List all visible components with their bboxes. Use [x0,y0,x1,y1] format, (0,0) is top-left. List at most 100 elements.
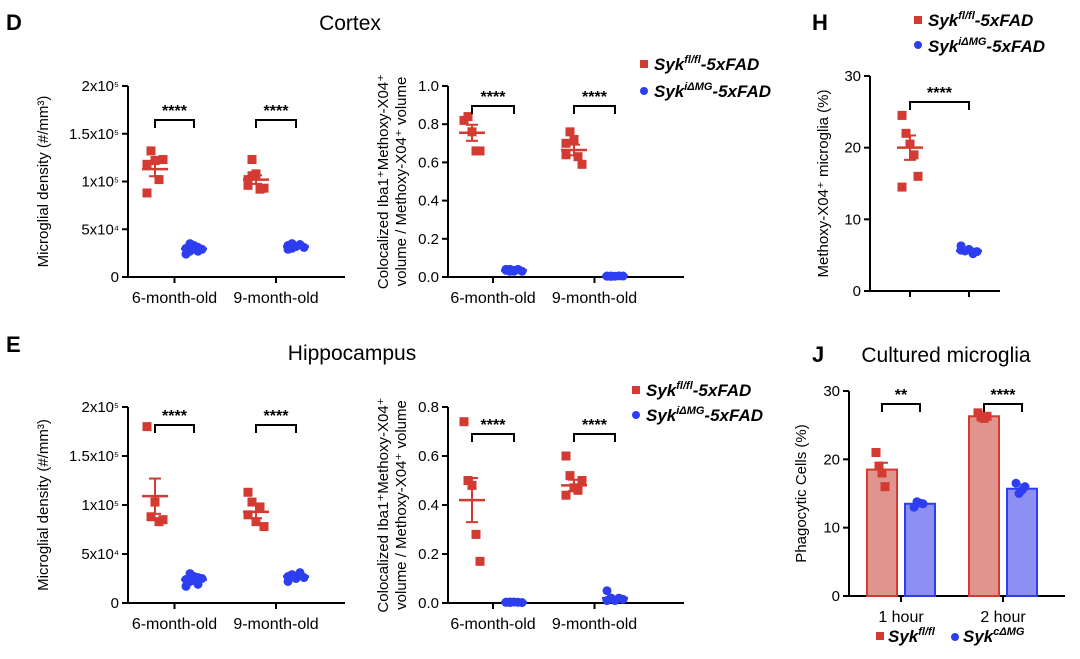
legend-d-red-square [640,60,648,68]
significance-bracket [255,424,297,433]
y-tick-label: 0.0 [418,269,439,286]
y-tick-label: 1.5x10⁵ [69,126,119,143]
series-fl [459,417,587,566]
data-point [880,482,890,492]
legend-d-blue-circle [640,87,648,95]
legend-d-img-label: SykiΔMG-5xFAD [654,81,771,101]
series-mg [956,241,982,259]
legend-d-fl-label: Sykfl/fl-5xFAD [654,54,759,74]
y-tick-label: 2x10⁵ [81,399,119,416]
data-point [475,146,485,156]
data-point [181,249,191,259]
x-tick-label: 1 hour [878,609,924,626]
data-point [243,180,253,190]
legend-e-red-square [632,386,640,394]
y-tick-label: 0 [832,588,840,605]
chart-j: 0 10 20 30 Phagocytic Cells (%) 1 hour 2 hour *… [793,383,1065,626]
legend-h-fl-label: Sykfl/fl-5xFAD [928,10,1033,30]
bar [904,502,936,597]
series-mg [904,478,1038,598]
legend-h-red-square [914,16,922,24]
panel-letter-h: H [812,10,828,35]
chart-d1: 0 5x10⁴ 1x10⁵ 1.5x10⁵ 2x10⁵ Microglial densit… [35,78,345,307]
cultured-microglia-title: Cultured microglia [861,344,1031,367]
significance-label: **** [264,103,290,120]
data-point [255,502,265,512]
y-tick-label: 1x10⁵ [81,174,119,191]
legend-d: Sykfl/fl-5xFAD SykiΔMG-5xFAD [640,54,771,101]
data-point [146,512,156,522]
data-point [565,127,575,137]
significance-label: **** [582,417,608,434]
data-point [243,487,253,497]
series-fl [459,112,587,169]
y-axis-label: Phagocytic Cells (%) [793,424,810,562]
legend-h-img-label: SykiΔMG-5xFAD [928,36,1045,56]
series-fl [866,408,1000,598]
chart-e1: 0 5x10⁴ 1x10⁵ 1.5x10⁵ 2x10⁵ Microglial densit… [35,399,345,633]
panel-letter-d: D [6,10,22,35]
significance-bracket [909,101,970,110]
x-tick-label: 9-month-old [552,616,637,633]
panel-letter-j: J [812,342,824,367]
hippocampus-title: Hippocampus [288,342,416,365]
data-point [247,155,257,165]
data-point [1011,478,1021,488]
significance-bracket [471,105,515,114]
significance-label: **** [927,85,953,102]
y-tick-label: 0.4 [418,497,439,514]
y-axis-label-line2: volume / Methoxy-X04⁺ volume [393,400,410,610]
series-fl [142,146,269,198]
data-point [259,522,269,532]
data-point [897,110,907,120]
x-tick-label: 9-month-old [233,290,318,307]
legend-h: Sykfl/fl-5xFAD SykiΔMG-5xFAD [914,10,1045,56]
significance-label: **** [481,417,507,434]
data-point [185,569,195,579]
data-point [982,411,992,421]
data-point [877,468,887,478]
data-point [561,490,571,500]
data-point [602,586,612,596]
y-tick-label: 0 [111,269,119,286]
y-axis-label-line1: Colocalized Iba1⁺Methoxy-X04⁺ [375,74,392,289]
y-axis-label: Microglial density (#/mm³) [35,419,52,591]
significance-bracket [255,119,297,128]
data-point [569,134,579,144]
data-point [561,138,571,148]
significance-bracket [573,433,616,442]
significance-bracket [881,403,921,412]
panel-letter-e: E [6,332,21,357]
legend-j: Sykfl/fl SykcΔMG [876,626,1025,646]
series-fl [142,422,269,532]
series-mg [501,586,628,608]
y-tick-label: 0.6 [418,448,439,465]
significance-label: **** [481,89,507,106]
y-tick-label: 0.4 [418,193,439,210]
data-point [251,517,261,527]
significance-label: **** [582,89,608,106]
significance-label: **** [162,103,188,120]
legend-j-red-square [876,632,884,640]
data-point [463,476,473,485]
x-tick-label: 6-month-old [450,290,535,307]
data-point [463,112,473,122]
y-tick-label: 5x10⁴ [81,221,119,238]
y-tick-label: 10 [844,211,861,228]
data-point [573,152,583,162]
y-tick-label: 1.5x10⁵ [69,448,119,465]
legend-e-fl-label: Sykfl/fl-5xFAD [646,380,751,400]
significance-bracket [154,119,195,128]
x-tick-label: 6-month-old [450,616,535,633]
series-mg [181,239,309,259]
y-tick-label: 0 [853,283,861,300]
y-tick-label: 20 [844,140,861,157]
y-tick-label: 30 [844,68,861,85]
y-tick-label: 0.8 [418,116,439,133]
data-point [158,515,168,525]
significance-label: **** [991,387,1017,404]
data-point [475,556,485,566]
significance-bracket [154,424,195,433]
y-tick-label: 0 [111,595,119,612]
